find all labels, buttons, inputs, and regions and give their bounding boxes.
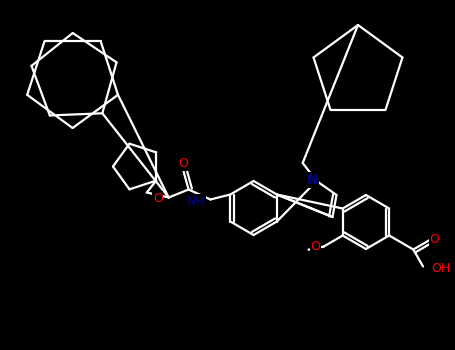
Text: N: N [307, 173, 318, 187]
Text: O: O [429, 233, 439, 246]
Text: OH: OH [431, 262, 450, 275]
Text: NH: NH [187, 195, 206, 208]
Text: O: O [311, 240, 320, 253]
Text: O: O [153, 192, 163, 205]
Text: O: O [179, 157, 188, 170]
